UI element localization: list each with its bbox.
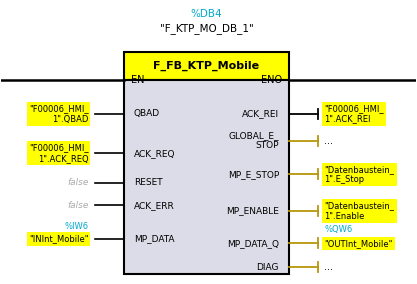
Text: MP_DATA_Q: MP_DATA_Q	[227, 239, 279, 248]
Text: "Datenbaustein_
1".Enable: "Datenbaustein_ 1".Enable	[324, 201, 394, 221]
Text: false: false	[67, 178, 88, 187]
Text: ...: ...	[324, 262, 334, 272]
Text: false: false	[67, 201, 88, 210]
Text: ...: ...	[324, 135, 334, 146]
Text: %IW6: %IW6	[64, 222, 88, 231]
Text: ACK_REI: ACK_REI	[242, 109, 279, 118]
Text: "OUTInt_Mobile": "OUTInt_Mobile"	[324, 239, 393, 248]
Text: "Datenbaustein_
1".E_Stop: "Datenbaustein_ 1".E_Stop	[324, 165, 394, 184]
Text: "F00006_HMI_
1".ACK_REI: "F00006_HMI_ 1".ACK_REI	[324, 104, 384, 124]
Text: "F00006_HMI_
1".ACK_REQ: "F00006_HMI_ 1".ACK_REQ	[29, 143, 88, 163]
Text: ACK_ERR: ACK_ERR	[134, 201, 175, 210]
Text: EN: EN	[131, 75, 145, 85]
Text: %DB4: %DB4	[191, 9, 222, 19]
Text: MP_ENABLE: MP_ENABLE	[226, 206, 279, 215]
Text: ENO: ENO	[261, 75, 282, 85]
Text: DIAG: DIAG	[256, 263, 279, 272]
FancyBboxPatch shape	[123, 80, 289, 274]
Text: "INInt_Mobile": "INInt_Mobile"	[29, 235, 88, 243]
Text: MP_DATA: MP_DATA	[134, 235, 174, 243]
FancyBboxPatch shape	[123, 52, 289, 80]
Text: F_FB_KTP_Mobile: F_FB_KTP_Mobile	[153, 61, 259, 71]
Text: MP_E_STOP: MP_E_STOP	[228, 170, 279, 179]
Text: "F00006_HMI_
1".QBAD: "F00006_HMI_ 1".QBAD	[29, 104, 88, 124]
Text: RESET: RESET	[134, 178, 163, 187]
Text: QBAD: QBAD	[134, 109, 160, 118]
Text: "F_KTP_MO_DB_1": "F_KTP_MO_DB_1"	[160, 23, 253, 34]
Text: %QW6: %QW6	[324, 225, 353, 234]
Text: ACK_REQ: ACK_REQ	[134, 149, 176, 158]
Text: GLOBAL_E_
STOP: GLOBAL_E_ STOP	[229, 131, 279, 150]
